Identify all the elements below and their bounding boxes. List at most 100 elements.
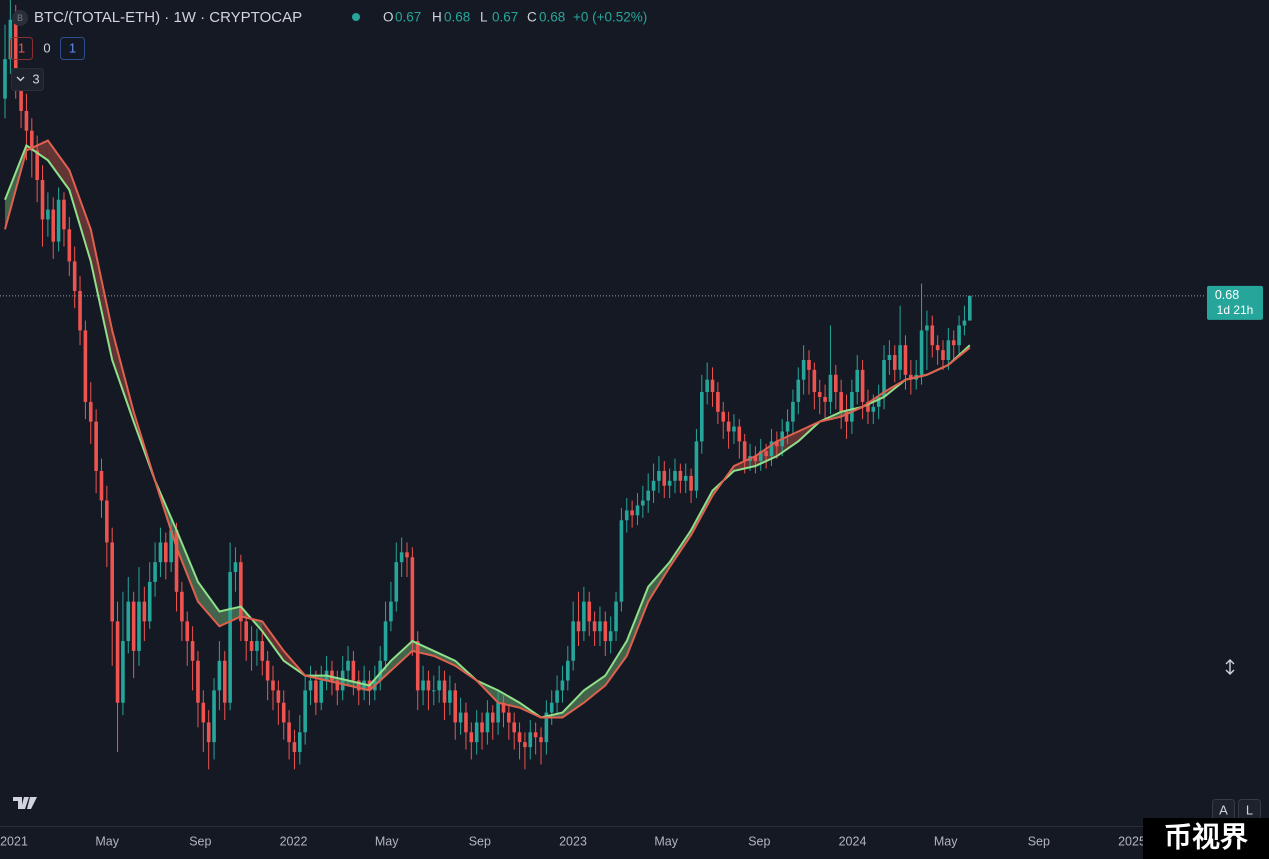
tradingview-logo[interactable] bbox=[13, 797, 37, 809]
candle-body bbox=[812, 369, 817, 393]
scale-drag-icon[interactable] bbox=[1225, 659, 1235, 675]
badge: 0 bbox=[43, 40, 50, 55]
x-tick-label: 2025 bbox=[1118, 834, 1146, 848]
candle-body bbox=[35, 150, 39, 180]
candle-body bbox=[555, 690, 559, 703]
button-label[interactable]: A bbox=[1219, 802, 1228, 817]
candle-body bbox=[608, 631, 613, 642]
watermark: 币视界 bbox=[1164, 821, 1248, 852]
candle-body bbox=[764, 451, 768, 457]
candle-body bbox=[72, 261, 77, 291]
candle-body bbox=[421, 680, 425, 691]
candle-body bbox=[951, 340, 956, 346]
candle-body bbox=[110, 542, 114, 622]
candle-body bbox=[887, 355, 892, 360]
candle-body bbox=[158, 542, 163, 563]
candle-body bbox=[817, 392, 822, 397]
badge-box[interactable] bbox=[10, 37, 33, 60]
chart-title[interactable]: BTC/(TOTAL-ETH) · 1W · CRYPTOCAP bbox=[34, 9, 302, 26]
candle-body bbox=[828, 374, 833, 402]
candle-body bbox=[737, 426, 742, 442]
candle-body bbox=[169, 530, 173, 563]
candle-body bbox=[394, 562, 399, 602]
ohlc-value: 0.67 bbox=[492, 10, 518, 25]
candle-body bbox=[694, 441, 699, 491]
candle-body bbox=[823, 396, 827, 402]
badge[interactable]: 1 bbox=[69, 40, 76, 55]
candle-body bbox=[51, 209, 56, 242]
candle-body bbox=[314, 680, 318, 703]
candle-body bbox=[673, 470, 677, 481]
candle-body bbox=[469, 732, 474, 743]
candle-body bbox=[523, 742, 527, 748]
indicator-count[interactable]: 3 bbox=[32, 71, 39, 86]
candle-body bbox=[88, 401, 93, 422]
candle-body bbox=[244, 621, 248, 642]
candle-body bbox=[758, 451, 763, 462]
badge-box[interactable] bbox=[60, 37, 85, 60]
candle-body bbox=[308, 680, 313, 691]
candle-body bbox=[882, 359, 886, 397]
market-status-dot bbox=[352, 13, 360, 21]
candle-body bbox=[657, 470, 661, 481]
candle-body bbox=[898, 345, 902, 370]
candle-body bbox=[153, 562, 157, 582]
candle-body bbox=[432, 690, 436, 692]
candle-body bbox=[351, 660, 356, 681]
candle-body bbox=[255, 641, 259, 651]
candle-body bbox=[410, 557, 415, 642]
ohlc-value: 0.68 bbox=[444, 10, 470, 25]
candle-body bbox=[62, 199, 66, 230]
x-tick-label: Sep bbox=[748, 834, 770, 848]
candle-body bbox=[919, 330, 924, 375]
x-tick-label: 2022 bbox=[280, 834, 308, 848]
candle-body bbox=[603, 621, 608, 642]
candle-body bbox=[689, 475, 693, 491]
candle-body bbox=[962, 320, 967, 326]
candle-body bbox=[662, 470, 667, 486]
candle-body bbox=[131, 601, 136, 651]
x-tick-label: May bbox=[934, 834, 958, 848]
candle-body bbox=[592, 621, 597, 632]
candle-body bbox=[56, 199, 61, 242]
candle-body bbox=[866, 401, 870, 412]
button-label[interactable]: L bbox=[1246, 802, 1253, 817]
candle-body bbox=[968, 295, 972, 321]
candle-body bbox=[3, 59, 7, 99]
indicator-toggle[interactable] bbox=[11, 68, 44, 91]
candle-body bbox=[105, 500, 109, 543]
candle-body bbox=[571, 621, 575, 661]
candle-body bbox=[319, 680, 324, 703]
watermark-box bbox=[1143, 818, 1269, 859]
candle-body bbox=[249, 641, 254, 651]
ma-line bbox=[4, 139, 971, 719]
candle-body bbox=[807, 359, 811, 370]
candle-body bbox=[485, 712, 490, 733]
candle-body bbox=[298, 732, 302, 753]
candle-body bbox=[560, 680, 565, 691]
candle-body bbox=[212, 690, 216, 743]
x-tick-label: May bbox=[95, 834, 119, 848]
candle-body bbox=[426, 680, 431, 691]
candle-body bbox=[635, 505, 640, 516]
candle-body bbox=[196, 660, 200, 703]
x-tick-label: Sep bbox=[1028, 834, 1050, 848]
ma-ribbon bbox=[47, 140, 70, 190]
candle-body bbox=[206, 722, 211, 743]
badge[interactable]: 1 bbox=[18, 40, 25, 55]
candle-body bbox=[925, 325, 929, 331]
candle-body bbox=[941, 350, 945, 360]
candle-body bbox=[791, 401, 795, 422]
candle-body bbox=[405, 552, 409, 558]
x-tick-label: May bbox=[654, 834, 678, 848]
candle-body bbox=[292, 742, 297, 753]
candle-body bbox=[437, 680, 441, 691]
candle-body bbox=[276, 690, 281, 703]
candle-body bbox=[641, 500, 645, 506]
candle-body bbox=[174, 530, 179, 592]
candle-body bbox=[667, 480, 672, 486]
candle-body bbox=[582, 601, 586, 632]
change: +0 (+0.52%) bbox=[573, 10, 647, 25]
